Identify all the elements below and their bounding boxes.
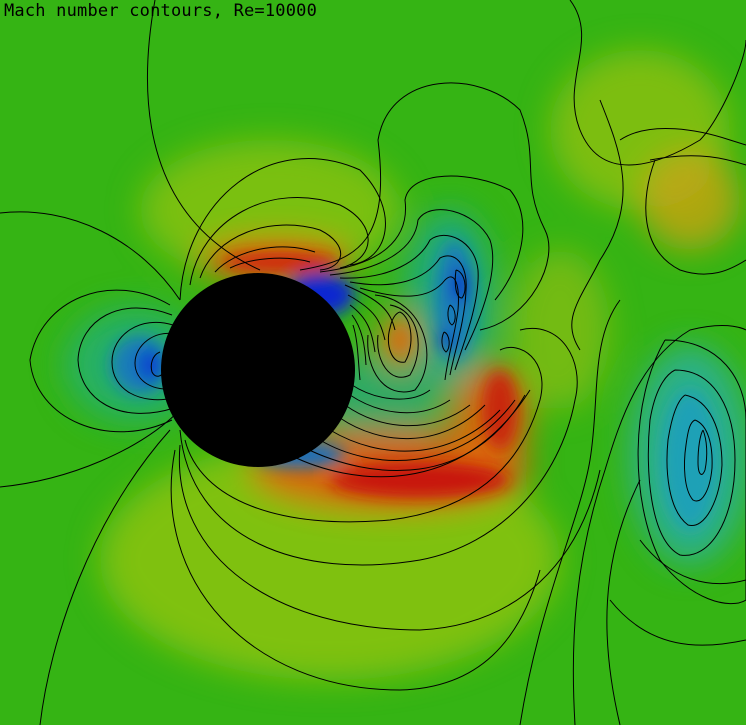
mach-color-cores [110,240,718,530]
cylinder-obstacle [161,273,355,467]
plot-title: Mach number contours, Re=10000 [4,1,318,21]
mach-color-field [65,50,746,680]
